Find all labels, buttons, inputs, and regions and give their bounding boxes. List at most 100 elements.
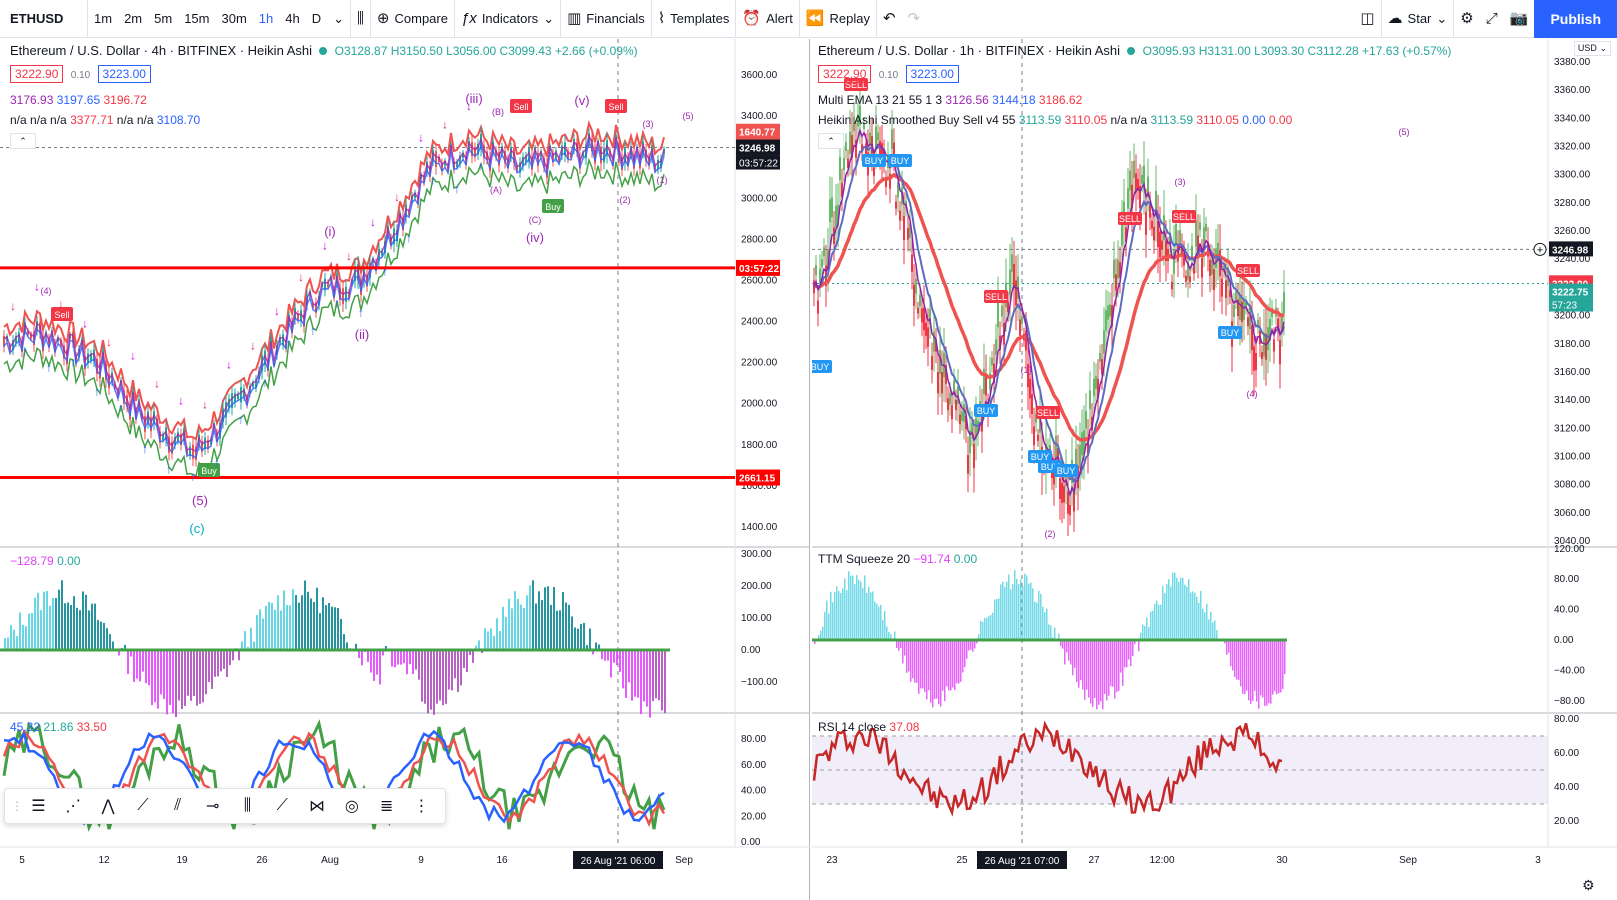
histogram-bar (844, 578, 846, 640)
indicators-button[interactable]: ƒx Indicators ⌄ (455, 0, 560, 38)
templates-button[interactable]: ⌇ Templates (652, 0, 736, 38)
trend-angle-icon[interactable]: ⟋ (276, 797, 288, 814)
right-chart-pane[interactable]: 3380.00 3360.00 3340.00 3320.00 3300.00 3280.… (812, 39, 1617, 900)
right-legend-collapse-button[interactable]: ⌃ (818, 133, 844, 149)
right-buy-price[interactable]: 3223.00 (905, 65, 959, 83)
interval-5m[interactable]: 5m (154, 10, 173, 26)
pitchfork-icon[interactable]: ⋰ (65, 798, 82, 815)
histogram-bar (1034, 601, 1036, 640)
chart-type-button[interactable]: ⫼ (351, 0, 370, 38)
undo-button[interactable]: ↶ (877, 0, 902, 38)
histogram-bar (535, 603, 537, 650)
settings-button[interactable]: ⚙ (1454, 0, 1479, 38)
interval-15m[interactable]: 15m (184, 10, 210, 26)
right-ema-label[interactable]: Multi EMA 13 21 55 1 3 (818, 93, 943, 107)
compare-button[interactable]: ⊕ Compare (371, 0, 454, 38)
interval-dropdown[interactable]: ⌄ (327, 0, 350, 38)
drag-handle-icon[interactable]: ⋮ (11, 799, 23, 813)
candle-body (891, 129, 893, 149)
right-chart-canvas[interactable]: 3380.003360.003340.003320.003300.003280.… (812, 39, 1617, 900)
candle-body (462, 152, 464, 159)
right-sell-price[interactable]: 3222.90 (818, 65, 872, 83)
trend-lines-icon[interactable]: ☰ (31, 798, 46, 815)
left-chart-title[interactable]: Ethereum / U.S. Dollar · 4h · BITFINEX ·… (10, 43, 312, 58)
interval-1m[interactable]: 1m (94, 10, 113, 26)
ray-icon[interactable]: ⊸ (205, 798, 220, 815)
fullscreen-button[interactable]: ⤢ (1480, 0, 1504, 38)
candle-body (1129, 170, 1131, 191)
signal-text: Buy (545, 202, 561, 212)
left-ind2-v2: 3108.70 (156, 113, 201, 127)
interval-2m[interactable]: 2m (124, 10, 143, 26)
line-icon[interactable]: ⟋ (137, 797, 149, 814)
fib-timezone-icon[interactable]: ⋮ (413, 798, 430, 815)
histogram-bar (283, 590, 285, 650)
gann-icon[interactable]: ⫼ (243, 797, 252, 814)
currency-selector[interactable]: USD ⌄ (1573, 41, 1611, 56)
histogram-bar (1250, 640, 1252, 705)
redo-button[interactable]: ↷ (902, 0, 927, 38)
osc1-tick-label: 0.00 (741, 645, 761, 656)
channel-icon[interactable]: ⫽ (174, 797, 182, 814)
alert-button[interactable]: ⏰ Alert (736, 0, 798, 38)
layout-button[interactable]: ◫ (1354, 0, 1380, 38)
right-ttm-label[interactable]: TTM Squeeze 20 (818, 552, 911, 566)
rewind-icon: ⏪ (805, 9, 825, 27)
publish-button[interactable]: Publish (1534, 0, 1617, 38)
candle-body (210, 439, 212, 445)
histogram-bar (538, 591, 540, 650)
left-osc1-legend: −128.79 0.00 (10, 554, 80, 568)
symbol-search[interactable]: ETHUSD (0, 0, 88, 38)
histogram-bar (932, 640, 934, 708)
interval-D[interactable]: D (311, 10, 322, 26)
right-chart-title[interactable]: Ethereum / U.S. Dollar · 1h · BITFINEX ·… (818, 43, 1120, 58)
left-chart-canvas[interactable]: 3600.003400.003200.003000.002800.002600.… (0, 39, 810, 900)
interval-4h[interactable]: 4h (285, 10, 300, 26)
price-axis-level-badge (736, 139, 780, 156)
osc1-tick-label: −100.00 (741, 677, 778, 688)
candle-body (1271, 308, 1273, 318)
candle-body (1245, 302, 1247, 309)
histogram-bar (1090, 640, 1092, 704)
histogram-bar (361, 650, 363, 666)
arrow-up-icon: ↑ (310, 323, 316, 337)
abcd-icon[interactable]: ⋀ (101, 798, 115, 815)
candle-body (1239, 294, 1241, 320)
candle-body (1267, 327, 1269, 351)
spiral-icon[interactable]: ◎ (344, 798, 359, 815)
histogram-bar (958, 640, 960, 684)
alarm-clock-icon: ⏰ (742, 9, 762, 27)
candle-body (1171, 281, 1173, 290)
xabcd-icon[interactable]: ⋈ (309, 798, 326, 815)
fib-channel-icon[interactable]: ≣ (379, 798, 394, 815)
histogram-bar (896, 640, 898, 649)
candle-body (1213, 269, 1215, 291)
ema-line (813, 172, 1285, 442)
interval-30m[interactable]: 30m (221, 10, 247, 26)
candle-body (1205, 223, 1207, 232)
star-button[interactable]: ☁ Star ⌄ (1382, 0, 1454, 38)
candle-body (312, 303, 314, 308)
left-chart-pane[interactable]: 3600.003400.003200.003000.002800.002600.… (0, 39, 810, 900)
left-buy-price[interactable]: 3223.00 (97, 65, 151, 83)
histogram-bar (1246, 640, 1248, 691)
time-axis-settings-button[interactable]: ⚙ (1582, 877, 1595, 894)
candle-body (1207, 241, 1209, 257)
candle-body (1269, 319, 1271, 341)
price-tick-label: 1400.00 (741, 522, 778, 533)
candle-body (1189, 276, 1191, 283)
right-rsi-label[interactable]: RSI 14 close (818, 720, 887, 734)
left-sell-price[interactable]: 3222.90 (10, 65, 64, 83)
candle-body (991, 358, 993, 366)
histogram-bar (832, 602, 834, 640)
histogram-bar (834, 591, 836, 640)
arrow-down-icon: ↓ (274, 304, 280, 318)
right-ha-label[interactable]: Heikin Ashi Smoothed Buy Sell v4 55 (818, 113, 1016, 127)
snapshot-button[interactable]: 📷 (1504, 0, 1535, 38)
candle-body (941, 371, 943, 394)
candle-body (558, 158, 560, 163)
replay-button[interactable]: ⏪ Replay (800, 0, 876, 38)
financials-button[interactable]: ▥ Financials (561, 0, 651, 38)
interval-1h[interactable]: 1h (258, 10, 274, 26)
left-legend-collapse-button[interactable]: ⌃ (10, 133, 36, 149)
